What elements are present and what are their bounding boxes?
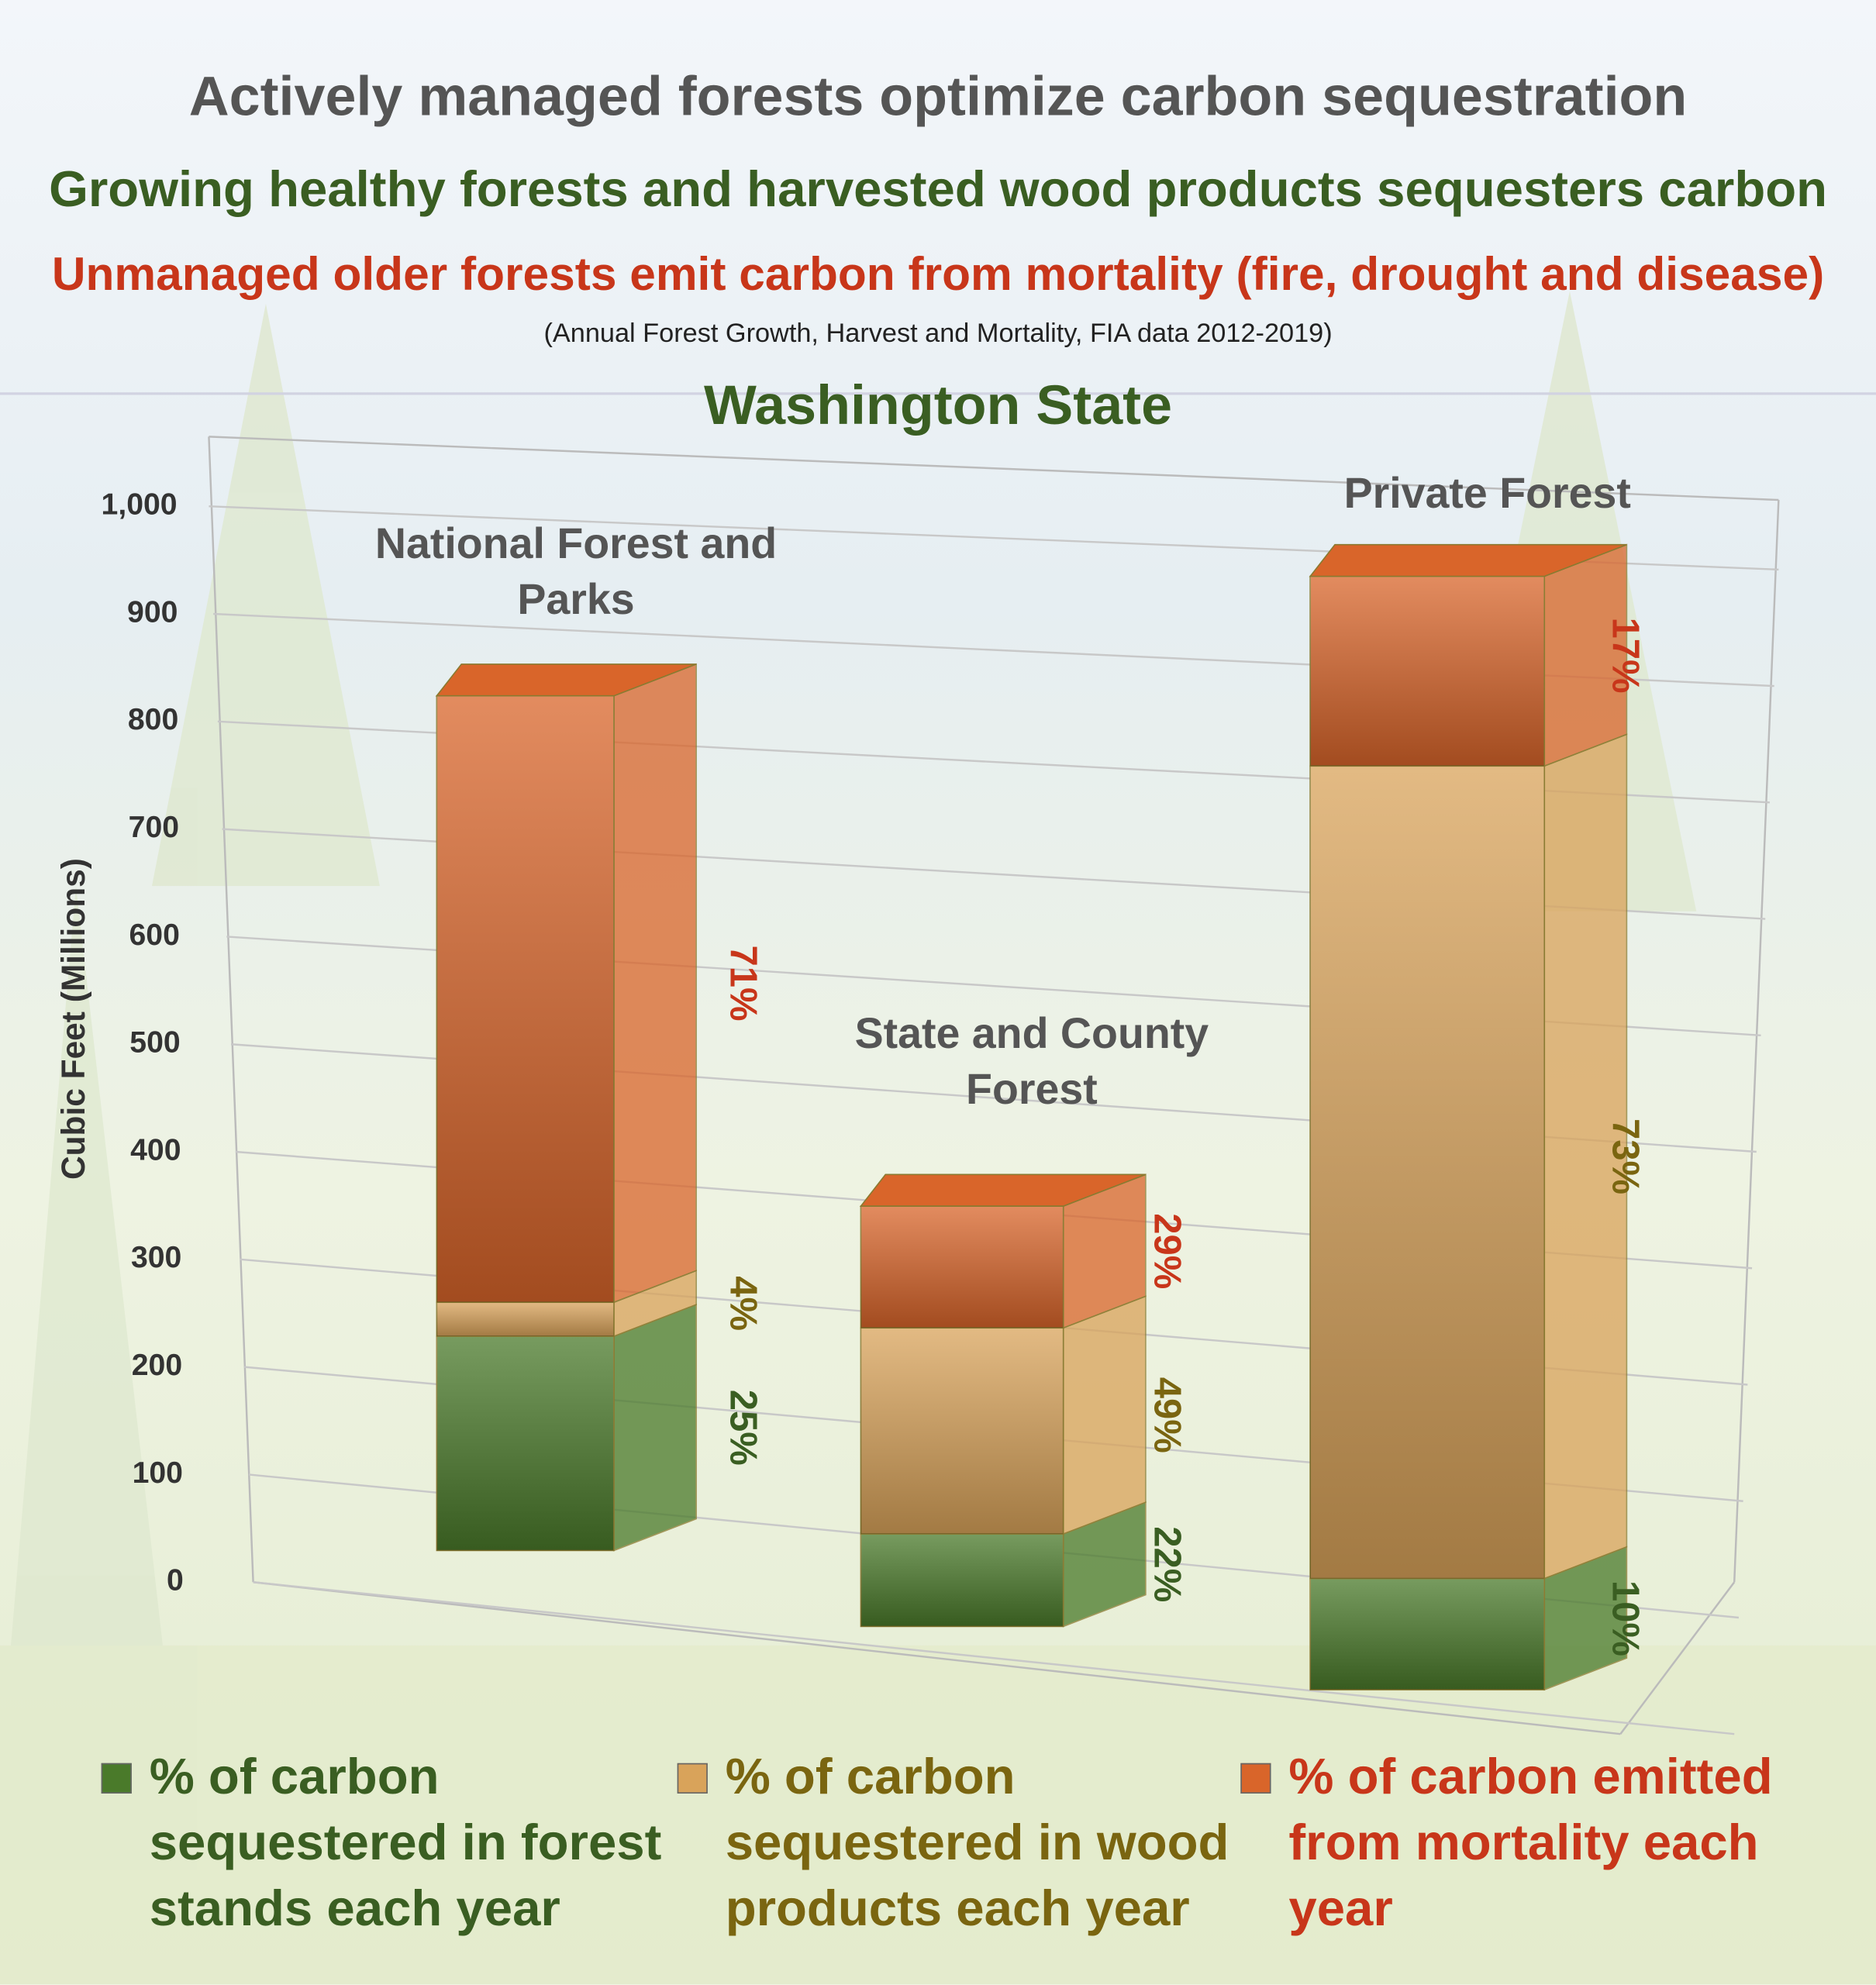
- percent-label: 25%: [722, 1390, 764, 1466]
- bar-side: [1062, 1295, 1147, 1535]
- percent-label: 71%: [722, 946, 764, 1022]
- y-tick-label: 400: [130, 1133, 181, 1167]
- bar-top: [1309, 543, 1627, 577]
- legend-swatch: [101, 1763, 132, 1794]
- bar-shade: [860, 1328, 1064, 1535]
- y-tick-label: 300: [131, 1241, 181, 1274]
- bar-side: [613, 663, 697, 1304]
- y-tick-label: 800: [128, 703, 178, 736]
- bar-top: [859, 1173, 1147, 1207]
- grid-line: [253, 1581, 1735, 1735]
- category-label: State and County Forest: [854, 1010, 1209, 1115]
- y-tick-label: 500: [129, 1026, 180, 1060]
- wall-edge: [209, 436, 1779, 501]
- category-label: National Forest and Parks: [374, 520, 778, 625]
- percent-label: 49%: [1146, 1377, 1188, 1453]
- headline: Unmanaged older forests emit carbon from…: [51, 248, 1825, 301]
- percent-label: 17%: [1605, 617, 1647, 693]
- legend-label: % of carbon emitted from mortality each …: [1288, 1749, 1773, 1937]
- note: (Annual Forest Growth, Harvest and Morta…: [543, 319, 1333, 349]
- title: Actively managed forests optimize carbon…: [188, 65, 1688, 128]
- y-tick-label: 100: [133, 1456, 183, 1490]
- y-tick-label: 700: [129, 811, 179, 844]
- legend-swatch: [1240, 1763, 1271, 1794]
- floor-edge: [253, 1581, 1621, 1735]
- bar-top: [435, 663, 697, 697]
- legend-label: % of carbon sequestered in wood products…: [725, 1749, 1229, 1937]
- bar-side: [613, 1303, 697, 1552]
- bar-shade: [1310, 576, 1545, 767]
- chart-title: Washington State: [703, 374, 1173, 437]
- y-tick-label: 200: [132, 1349, 182, 1382]
- floor-edge: [1619, 1581, 1736, 1735]
- bar-shade: [436, 1335, 615, 1551]
- bar-shade: [860, 1534, 1064, 1627]
- y-axis-label: Cubic Feet (Millions): [55, 858, 91, 1180]
- bar-shade: [1310, 1578, 1545, 1690]
- legend-swatch: [677, 1763, 708, 1794]
- bar-shade: [1310, 766, 1545, 1579]
- percent-label: 29%: [1146, 1213, 1188, 1289]
- bar-shade: [436, 1302, 615, 1336]
- bar-shade: [860, 1206, 1064, 1329]
- y-tick-label: 1,000: [102, 488, 178, 522]
- subtitle: Growing healthy forests and harvested wo…: [49, 162, 1828, 218]
- percent-label: 73%: [1605, 1118, 1647, 1194]
- y-tick-label: 0: [167, 1564, 184, 1597]
- percent-label: 10%: [1605, 1580, 1647, 1656]
- wall-edge: [1733, 499, 1780, 1583]
- category-label: Private Forest: [1343, 469, 1631, 518]
- percent-label: 4%: [722, 1276, 764, 1331]
- y-tick-label: 600: [129, 918, 179, 952]
- y-tick-label: 900: [127, 595, 178, 629]
- bar-shade: [436, 695, 615, 1303]
- legend-label: % of carbon sequestered in forest stands…: [149, 1749, 662, 1937]
- wall-edge: [208, 436, 254, 1583]
- percent-label: 22%: [1146, 1526, 1188, 1602]
